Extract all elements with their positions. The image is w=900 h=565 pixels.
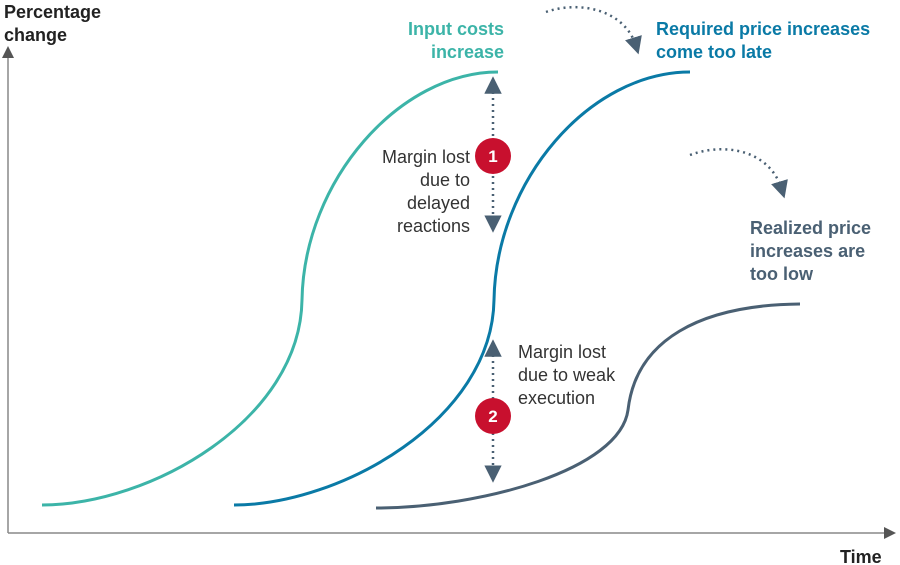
badge: [475, 398, 511, 434]
x-axis-label: Time: [840, 547, 882, 565]
curve-label: Required price increases come too late: [656, 19, 871, 62]
badge-number: 1: [488, 147, 497, 166]
input-cost-curve: [41, 70, 499, 507]
badge: [475, 138, 511, 174]
required-price-curve: [233, 70, 691, 507]
y-axis-label: Percentage change: [4, 2, 102, 45]
curved-arrow: [689, 148, 788, 199]
curve-label: Input costs increase: [407, 19, 504, 62]
realized-price-curve: [375, 302, 801, 510]
annotation-text: Margin lost due to weak execution: [518, 342, 616, 408]
badge-number: 2: [488, 407, 497, 426]
curve-label: Realized price increases are too low: [750, 218, 872, 284]
curved-arrow: [545, 5, 642, 55]
annotation-text: Margin lost due to delayed reactions: [381, 147, 470, 236]
